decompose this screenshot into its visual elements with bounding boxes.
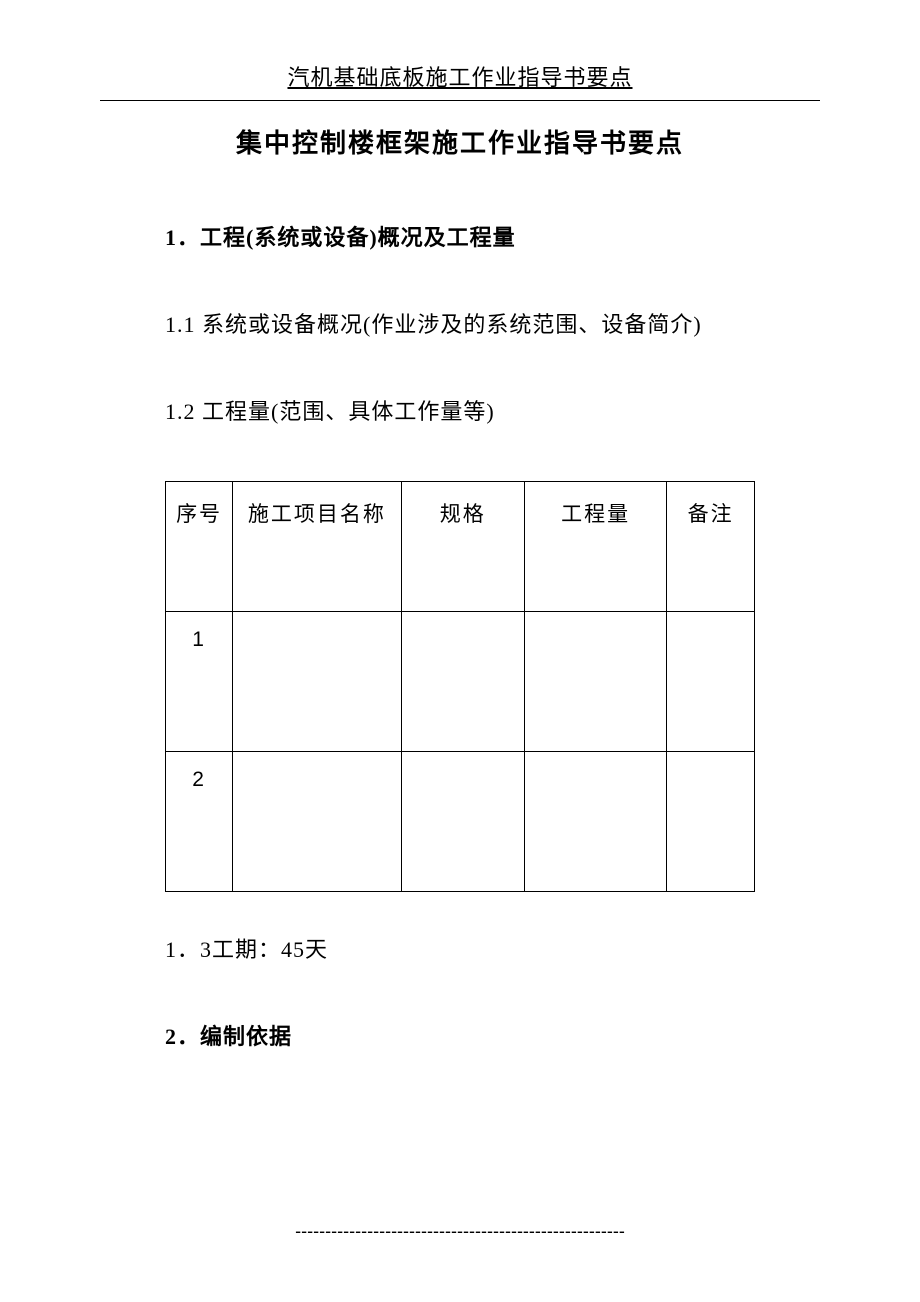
cell-name: [233, 612, 401, 752]
cell-qty: [525, 752, 667, 892]
content-area: 1．工程(系统或设备)概况及工程量 1.1 系统或设备概况(作业涉及的系统范围、…: [0, 220, 920, 1051]
col-header-qty: 工程量: [525, 482, 667, 612]
cell-spec: [401, 752, 524, 892]
cell-qty: [525, 612, 667, 752]
main-title: 集中控制楼框架施工作业指导书要点: [0, 123, 920, 160]
item-1-2: 1.2 工程量(范围、具体工作量等): [165, 394, 755, 426]
col-header-note: 备注: [667, 482, 755, 612]
page-header-underline: 汽机基础底板施工作业指导书要点: [0, 60, 920, 92]
cell-name: [233, 752, 401, 892]
item-1-1: 1.1 系统或设备概况(作业涉及的系统范围、设备简介): [165, 307, 755, 339]
col-header-name: 施工项目名称: [233, 482, 401, 612]
cell-note: [667, 612, 755, 752]
cell-spec: [401, 612, 524, 752]
table-header-row: 序号 施工项目名称 规格 工程量 备注: [166, 482, 755, 612]
cell-note: [667, 752, 755, 892]
footer-dashes: ----------------------------------------…: [0, 1221, 920, 1242]
col-header-spec: 规格: [401, 482, 524, 612]
col-header-seq: 序号: [166, 482, 233, 612]
header-rule: [100, 100, 820, 101]
engineering-table: 序号 施工项目名称 规格 工程量 备注 1 2: [165, 481, 755, 892]
section-2-heading: 2．编制依据: [165, 1019, 755, 1051]
table-row: 1: [166, 612, 755, 752]
cell-seq: 2: [166, 752, 233, 892]
table-row: 2: [166, 752, 755, 892]
cell-seq: 1: [166, 612, 233, 752]
section-1-heading: 1．工程(系统或设备)概况及工程量: [165, 220, 755, 252]
item-1-3: 1．3工期：45天: [165, 932, 755, 964]
engineering-table-container: 序号 施工项目名称 规格 工程量 备注 1 2: [165, 481, 755, 892]
